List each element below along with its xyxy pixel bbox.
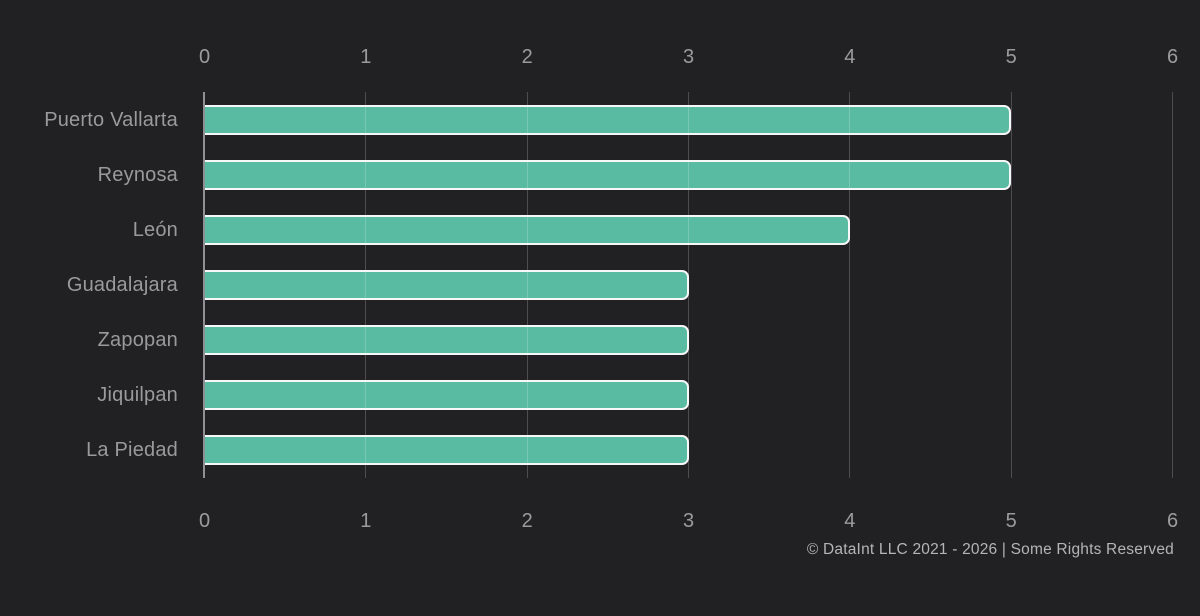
x-tick-label-bottom: 5 — [1005, 510, 1017, 532]
x-tick-label-top: 1 — [360, 46, 372, 68]
category-label: León — [132, 218, 178, 241]
x-tick-label-bottom: 0 — [198, 510, 211, 532]
x-tick-label-top: 2 — [521, 46, 533, 68]
gridline-5 — [1010, 92, 1012, 478]
bar-la-piedad — [204, 435, 689, 466]
x-tick-label-top: 5 — [1005, 46, 1017, 68]
x-tick-label-top: 3 — [682, 46, 695, 68]
x-tick-label-top: 0 — [198, 46, 211, 68]
category-label: Puerto Vallarta — [44, 108, 178, 131]
bar-león — [204, 214, 850, 245]
category-label: Reynosa — [97, 163, 178, 186]
category-label: La Piedad — [86, 439, 178, 462]
x-tick-label-bottom: 6 — [1166, 510, 1179, 532]
bar-jiquilpan — [204, 380, 689, 411]
category-label: Zapopan — [97, 329, 178, 352]
gridline-6 — [1172, 92, 1173, 478]
x-tick-label-top: 4 — [844, 46, 856, 68]
x-tick-label-bottom: 1 — [360, 510, 372, 532]
bar-reynosa — [204, 159, 1012, 190]
category-label: Jiquilpan — [97, 384, 178, 407]
x-tick-label-bottom: 2 — [521, 510, 533, 532]
bar-guadalajara — [204, 270, 689, 300]
gridline-4 — [849, 92, 851, 478]
x-tick-label-bottom: 3 — [682, 510, 695, 532]
category-label: Guadalajara — [66, 274, 178, 296]
bar-puerto-vallarta — [204, 104, 1012, 135]
bar-zapopan — [204, 325, 689, 356]
x-tick-label-bottom: 4 — [844, 510, 856, 532]
x-tick-label-top: 6 — [1166, 46, 1179, 68]
copyright-text: © DataInt LLC 2021 - 2026 | Some Rights … — [806, 541, 1174, 558]
